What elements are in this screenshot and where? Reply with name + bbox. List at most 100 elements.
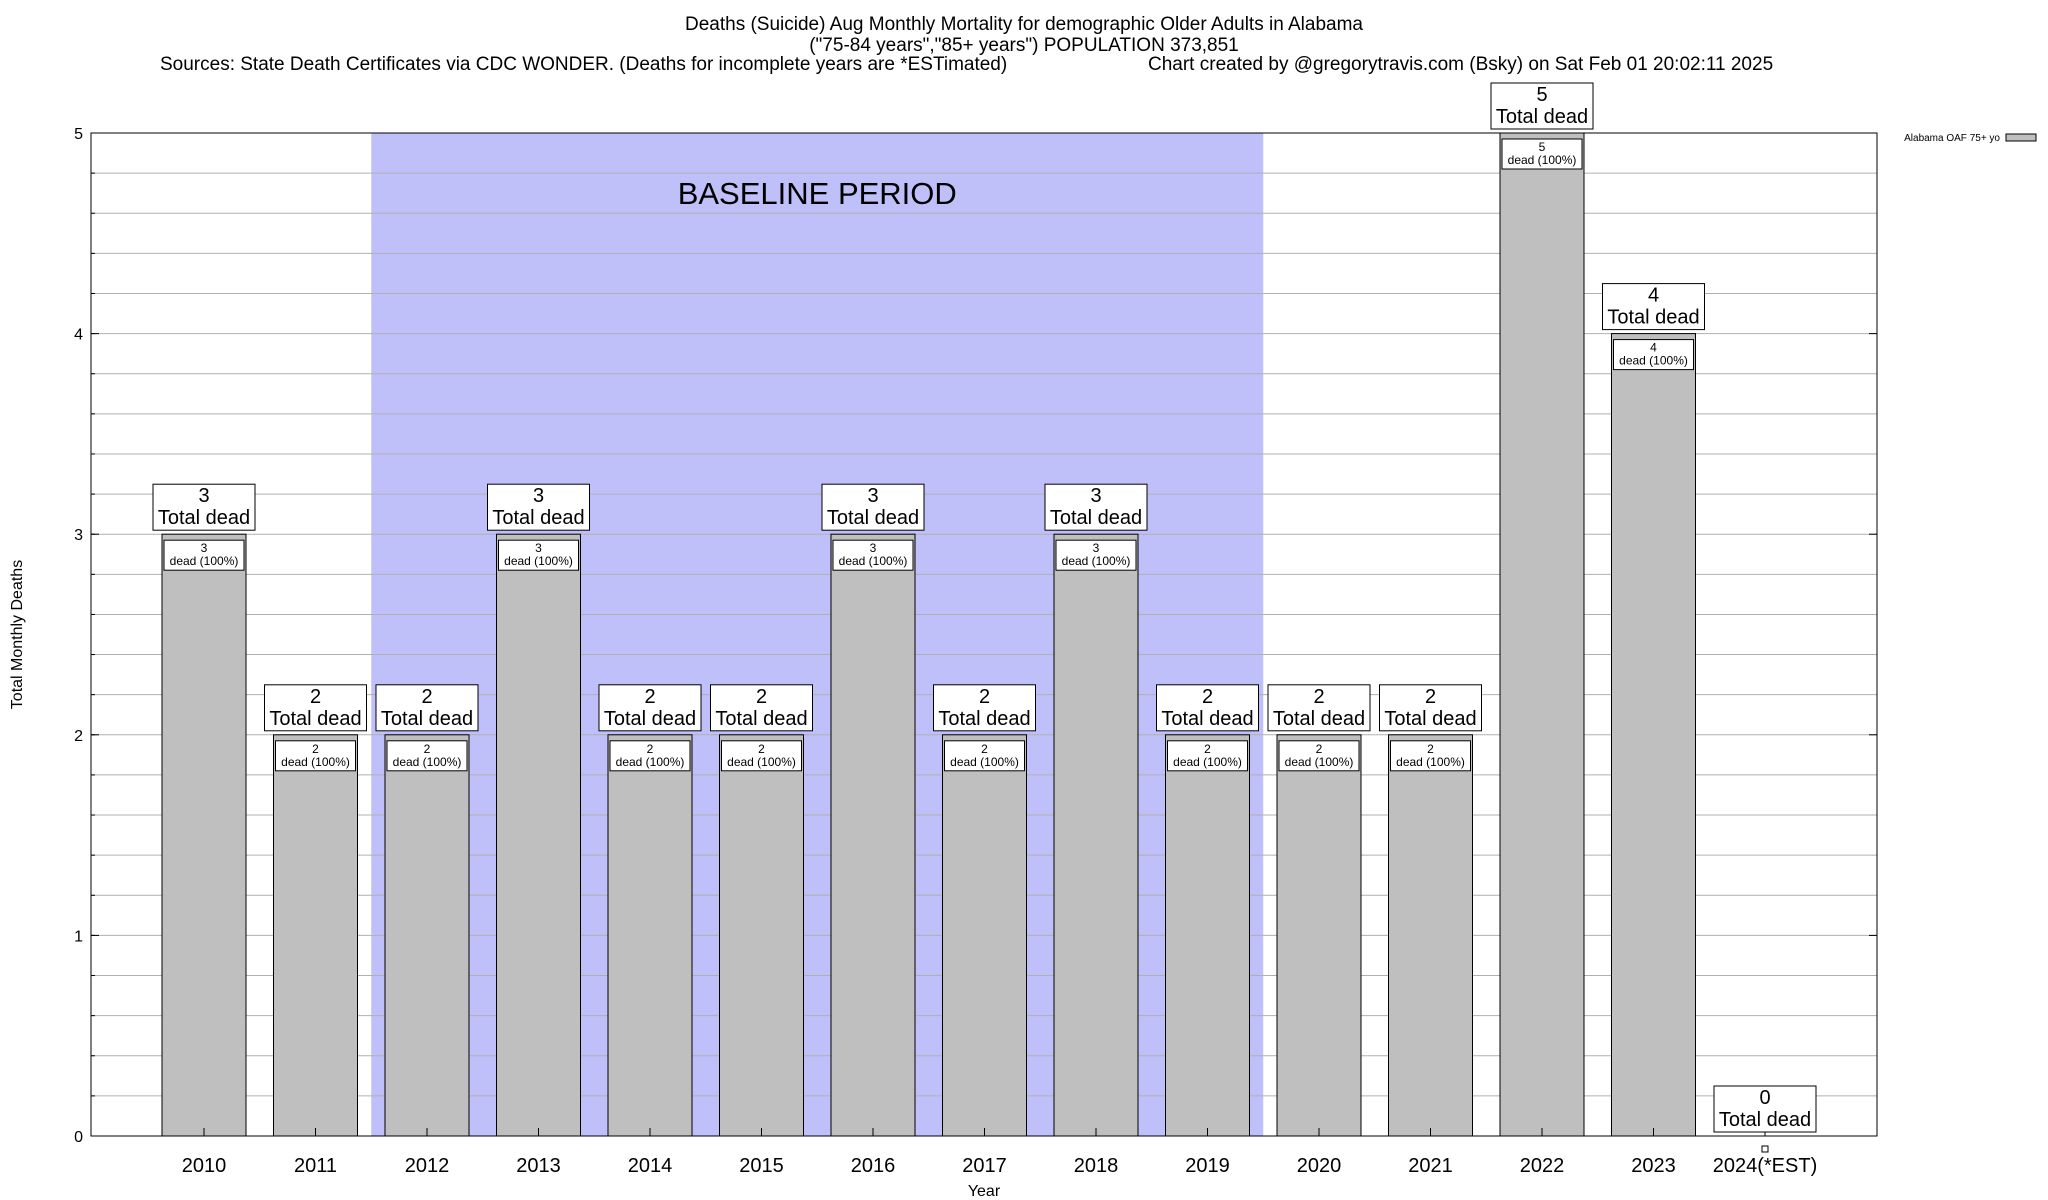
inner-label-value: 3 bbox=[1093, 541, 1100, 555]
inner-label-text: dead (100%) bbox=[1396, 755, 1465, 769]
bar bbox=[1165, 734, 1250, 1137]
inner-label-text: dead (100%) bbox=[1062, 554, 1131, 568]
total-label-text: Total dead bbox=[381, 708, 473, 730]
x-tick-label: 2021 bbox=[1408, 1155, 1453, 1177]
total-label-box bbox=[1379, 684, 1482, 732]
bar bbox=[1053, 533, 1139, 1137]
total-label-box bbox=[933, 684, 1036, 732]
inner-label-text: dead (100%) bbox=[1173, 755, 1242, 769]
inner-label-box bbox=[721, 740, 802, 772]
total-label-value: 2 bbox=[1425, 686, 1436, 708]
total-label-text: Total dead bbox=[269, 708, 361, 730]
inner-label-value: 2 bbox=[424, 742, 431, 756]
inner-label-box bbox=[1613, 339, 1694, 371]
inner-label-box bbox=[275, 740, 356, 772]
x-tick-label: 2016 bbox=[851, 1155, 896, 1177]
inner-label-value: 2 bbox=[758, 742, 765, 756]
total-label-text: Total dead bbox=[1273, 708, 1365, 730]
total-label-value: 3 bbox=[198, 485, 209, 507]
legend-label: Alabama OAF 75+ yo bbox=[1904, 133, 2000, 144]
x-tick-label: 2017 bbox=[962, 1155, 1007, 1177]
x-tick-label: 2019 bbox=[1185, 1155, 1230, 1177]
inner-label-box bbox=[1278, 740, 1360, 772]
inner-label-box bbox=[1390, 740, 1471, 772]
inner-label-box bbox=[944, 740, 1025, 772]
bar bbox=[830, 533, 916, 1137]
bar bbox=[1611, 333, 1696, 1137]
total-label-value: 2 bbox=[421, 686, 432, 708]
total-label-text: Total dead bbox=[1719, 1109, 1811, 1131]
x-tick-label: 2022 bbox=[1520, 1155, 1565, 1177]
total-label-text: Total dead bbox=[1607, 307, 1699, 329]
total-label-text: Total dead bbox=[1496, 106, 1588, 128]
inner-label-text: dead (100%) bbox=[170, 554, 239, 568]
total-label-box bbox=[1044, 483, 1148, 531]
total-label-value: 2 bbox=[1313, 686, 1324, 708]
total-label-box bbox=[598, 684, 702, 732]
total-label-box bbox=[1602, 283, 1705, 331]
x-tick-label: 2014 bbox=[628, 1155, 673, 1177]
x-tick-label: 2024(*EST) bbox=[1713, 1155, 1818, 1177]
total-label-box bbox=[375, 684, 479, 732]
x-tick-label: 2015 bbox=[739, 1155, 784, 1177]
inner-label-value: 3 bbox=[535, 541, 542, 555]
bar bbox=[273, 734, 358, 1137]
x-tick-label: 2012 bbox=[405, 1155, 450, 1177]
inner-label-text: dead (100%) bbox=[616, 755, 685, 769]
total-label-text: Total dead bbox=[158, 507, 250, 529]
inner-label-value: 3 bbox=[870, 541, 877, 555]
inner-label-box bbox=[1167, 740, 1248, 772]
total-label-box bbox=[152, 483, 256, 531]
total-label-box bbox=[264, 684, 367, 732]
x-tick-label: 2023 bbox=[1631, 1155, 1676, 1177]
total-label-box bbox=[487, 483, 590, 531]
bar bbox=[942, 734, 1027, 1137]
inner-label-text: dead (100%) bbox=[1285, 755, 1354, 769]
inner-label-box bbox=[386, 740, 468, 772]
inner-label-text: dead (100%) bbox=[281, 755, 350, 769]
inner-label-box bbox=[1501, 138, 1583, 170]
bar bbox=[1388, 734, 1473, 1137]
inner-label-text: dead (100%) bbox=[950, 755, 1019, 769]
inner-label-text: dead (100%) bbox=[504, 554, 573, 568]
total-label-box bbox=[1156, 684, 1259, 732]
total-label-text: Total dead bbox=[604, 708, 696, 730]
inner-label-value: 2 bbox=[981, 742, 988, 756]
total-label-text: Total dead bbox=[1050, 507, 1142, 529]
inner-label-box bbox=[163, 539, 245, 571]
bar bbox=[607, 734, 693, 1137]
total-label-text: Total dead bbox=[938, 708, 1030, 730]
total-label-text: Total dead bbox=[492, 507, 584, 529]
bar bbox=[496, 533, 581, 1137]
y-tick-label: 0 bbox=[74, 1129, 83, 1146]
inner-label-box bbox=[609, 740, 691, 772]
y-tick-label: 1 bbox=[74, 928, 83, 945]
x-tick-label: 2010 bbox=[182, 1155, 227, 1177]
total-label-box bbox=[1713, 1085, 1817, 1133]
y-axis-label: Total Monthly Deaths bbox=[9, 560, 26, 709]
plot-border bbox=[90, 132, 1878, 1137]
inner-label-text: dead (100%) bbox=[1619, 354, 1688, 368]
baseline-period-label: BASELINE PERIOD bbox=[678, 176, 957, 211]
total-label-text: Total dead bbox=[827, 507, 919, 529]
x-tick-label: 2020 bbox=[1297, 1155, 1342, 1177]
inner-label-box bbox=[832, 539, 914, 571]
total-label-value: 2 bbox=[644, 686, 655, 708]
bar bbox=[384, 734, 470, 1137]
y-tick-label: 5 bbox=[74, 126, 83, 143]
total-label-value: 3 bbox=[533, 485, 544, 507]
total-label-text: Total dead bbox=[1384, 708, 1476, 730]
chart-credit: Chart created by @gregorytravis.com (Bsk… bbox=[1148, 54, 1774, 75]
total-label-box bbox=[1490, 82, 1594, 130]
total-label-text: Total dead bbox=[1161, 708, 1253, 730]
y-tick-label: 3 bbox=[74, 527, 83, 544]
total-label-value: 0 bbox=[1759, 1087, 1770, 1109]
total-label-value: 5 bbox=[1536, 84, 1547, 106]
inner-label-text: dead (100%) bbox=[1508, 153, 1577, 167]
total-label-text: Total dead bbox=[715, 708, 807, 730]
inner-label-value: 2 bbox=[1427, 742, 1434, 756]
x-axis-label: Year bbox=[968, 1183, 1001, 1200]
x-tick-label: 2011 bbox=[294, 1155, 337, 1177]
total-label-value: 2 bbox=[756, 686, 767, 708]
